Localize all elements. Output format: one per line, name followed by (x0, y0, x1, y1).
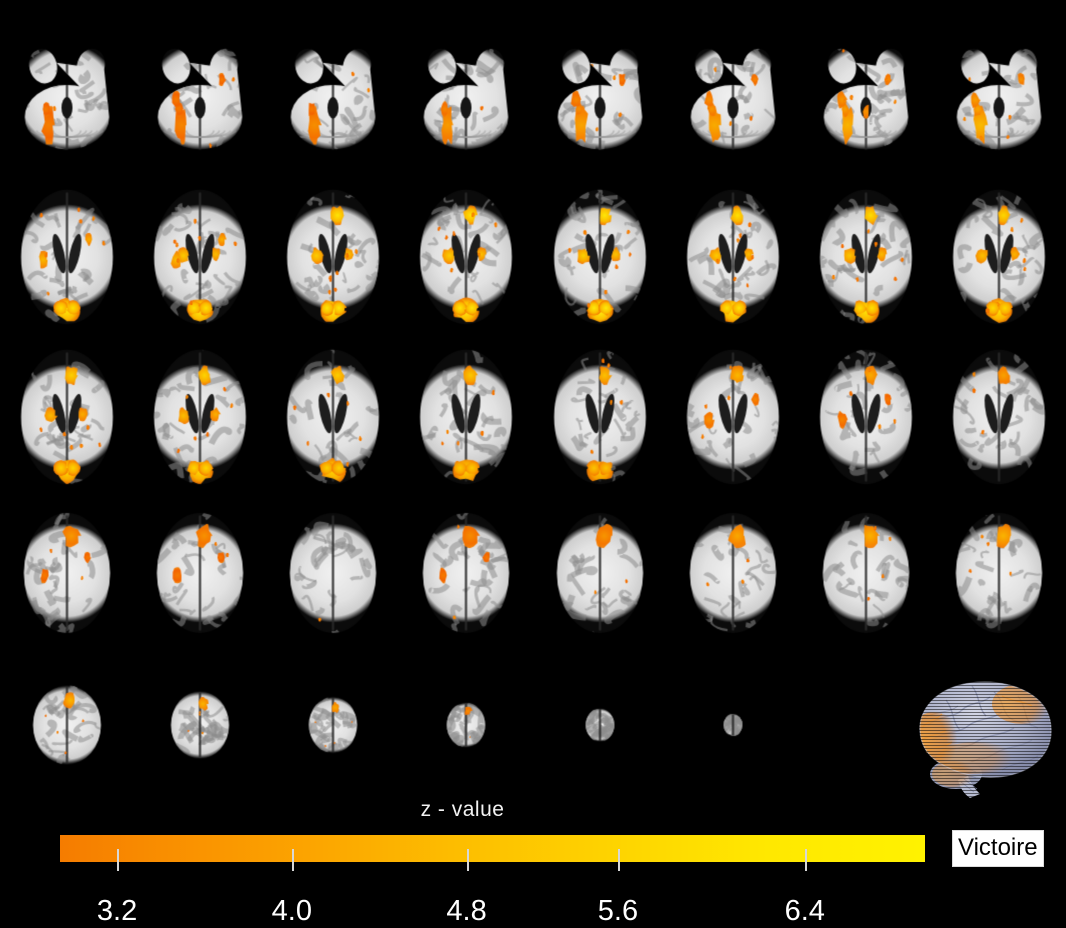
slice-canvas (666, 338, 800, 496)
colorbar-tick (117, 849, 120, 871)
slice-canvas (799, 18, 933, 176)
slice-row (0, 178, 1066, 336)
brain-slice (533, 178, 667, 336)
slice-canvas (932, 178, 1066, 336)
slice-canvas (266, 178, 400, 336)
brain-slice (0, 498, 134, 648)
brain-slice (533, 338, 667, 496)
slice-canvas (399, 662, 533, 788)
brain-slice (666, 662, 800, 788)
brain-slice (133, 498, 267, 648)
brain-slice (399, 662, 533, 788)
slice-canvas (666, 18, 800, 176)
colorbar-tick (291, 849, 294, 871)
slice-canvas (0, 18, 134, 176)
slice-row (0, 18, 1066, 176)
slice-canvas (799, 178, 933, 336)
slice-canvas (399, 178, 533, 336)
slice-canvas (799, 338, 933, 496)
brain-slice (666, 498, 800, 648)
brain-slice (399, 498, 533, 648)
slice-canvas (0, 338, 134, 496)
slice-canvas (133, 18, 267, 176)
slice-canvas (533, 178, 667, 336)
brain-slice (799, 498, 933, 648)
brain-slice (399, 338, 533, 496)
brain-slice (932, 18, 1066, 176)
slice-canvas (266, 498, 400, 648)
colorbar: 3.2 4.0 4.8 5.6 6.4 (60, 835, 925, 927)
brain-slice (399, 18, 533, 176)
brain-slice (0, 338, 134, 496)
brain-slice (932, 178, 1066, 336)
slice-canvas (133, 662, 267, 788)
slice-canvas (399, 18, 533, 176)
colorbar-gradient (60, 835, 925, 862)
brain-slice (266, 338, 400, 496)
brain-slice (932, 498, 1066, 648)
slice-canvas (799, 498, 933, 648)
colorbar-tick-label: 4.0 (271, 895, 312, 927)
slice-canvas (932, 338, 1066, 496)
slice-canvas (266, 662, 400, 788)
slice-canvas (399, 498, 533, 648)
colorbar-tick (466, 849, 469, 871)
brain-montage-figure: z - value 3.2 4.0 4.8 5.6 6.4 Victoire (0, 18, 1066, 927)
colorbar-tick-label: 3.2 (96, 895, 138, 927)
colorbar-tick-label: 4.8 (446, 895, 487, 927)
slice-canvas (133, 338, 267, 496)
brain-slice (932, 338, 1066, 496)
brain-slice (799, 18, 933, 176)
colorbar-tick-label: 6.4 (784, 895, 825, 927)
brain-slice (399, 178, 533, 336)
slice-row (0, 662, 1066, 788)
slice-row (0, 498, 1066, 648)
brain-slice (533, 18, 667, 176)
brain-slice (266, 498, 400, 648)
slice-canvas (399, 338, 533, 496)
slice-canvas (0, 662, 134, 788)
brain-slice (799, 178, 933, 336)
slice-canvas (533, 662, 667, 788)
slice-canvas (533, 498, 667, 648)
brain-slice (0, 178, 134, 336)
brain-slice (666, 178, 800, 336)
brain-slice (666, 338, 800, 496)
slice-canvas (266, 338, 400, 496)
brain-slice (799, 338, 933, 496)
slice-canvas (266, 18, 400, 176)
slice-canvas (932, 18, 1066, 176)
brain-slice (666, 18, 800, 176)
condition-label-victoire: Victoire (952, 830, 1044, 867)
colorbar-tick (617, 849, 620, 871)
glass-brain-lateral-render (898, 670, 1066, 800)
slice-canvas (666, 662, 800, 788)
colorbar-title: z - value (420, 798, 505, 821)
brain-slice (133, 178, 267, 336)
slice-canvas (666, 178, 800, 336)
brain-slice (533, 662, 667, 788)
brain-slice (0, 18, 134, 176)
brain-slice (133, 338, 267, 496)
brain-slice (0, 662, 134, 788)
slice-row (0, 338, 1066, 496)
slice-canvas (133, 178, 267, 336)
brain-slice (533, 498, 667, 648)
brain-slice (266, 178, 400, 336)
brain-slice (266, 18, 400, 176)
slice-canvas (0, 498, 134, 648)
slice-montage (0, 18, 1066, 788)
slice-canvas (932, 498, 1066, 648)
slice-canvas (533, 18, 667, 176)
colorbar-tick-label: 5.6 (597, 895, 639, 927)
brain-slice (133, 18, 267, 176)
slice-canvas (133, 498, 267, 648)
colorbar-tick (804, 849, 807, 871)
slice-canvas (666, 498, 800, 648)
brain-slice (266, 662, 400, 788)
brain-slice (133, 662, 267, 788)
colorbar-block: z - value 3.2 4.0 4.8 5.6 6.4 (0, 790, 1066, 927)
slice-canvas (0, 178, 134, 336)
slice-canvas (533, 338, 667, 496)
